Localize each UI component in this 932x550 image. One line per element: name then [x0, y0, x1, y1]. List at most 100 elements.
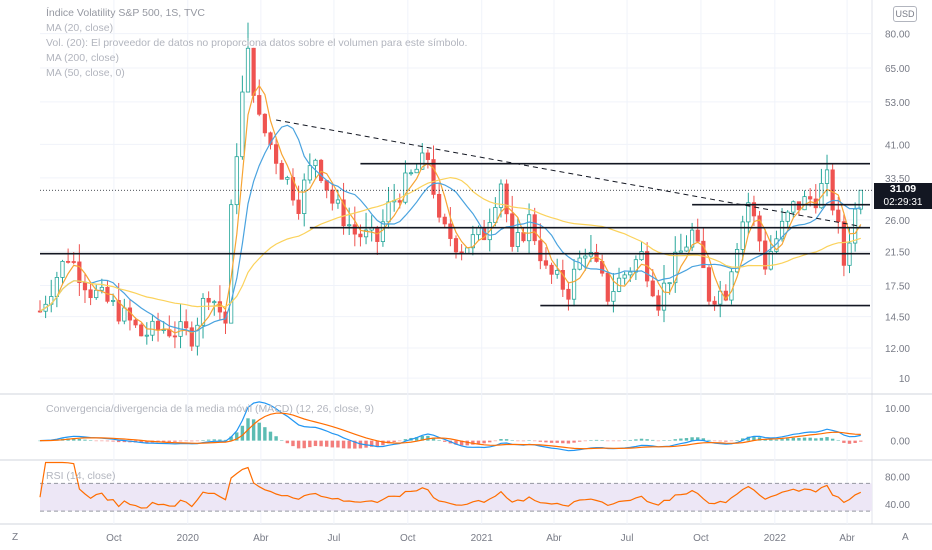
- candle-up: [853, 208, 858, 244]
- macd-histogram-bar: [325, 440, 329, 447]
- log-scale-toggle[interactable]: Z: [12, 532, 19, 543]
- candle-up: [555, 270, 560, 275]
- candle-up: [470, 234, 475, 249]
- macd-histogram-bar: [268, 431, 273, 441]
- macd-histogram-bar: [398, 440, 402, 442]
- candle-up: [785, 211, 790, 222]
- ma50-legend[interactable]: MA (50, close, 0): [46, 67, 125, 79]
- candle-up: [94, 289, 99, 299]
- macd-histogram-bar: [403, 439, 408, 441]
- macd-histogram-bar: [375, 440, 379, 447]
- macd-line: [39, 401, 861, 452]
- time-tick-label: Jul: [328, 533, 341, 544]
- macd-histogram-bar: [814, 438, 818, 441]
- macd-histogram-bar: [459, 440, 464, 446]
- candle-down: [268, 132, 273, 146]
- candle-down: [538, 240, 543, 262]
- candle-down: [442, 216, 447, 225]
- macd-histogram-bar: [330, 440, 335, 448]
- bar-countdown: 02:29:31: [874, 196, 932, 210]
- time-tick-label: 2022: [764, 533, 787, 544]
- candle-down: [549, 264, 554, 275]
- macd-histogram-bar: [465, 440, 469, 446]
- macd-histogram-bar: [819, 437, 824, 441]
- candle-up: [386, 201, 391, 223]
- macd-histogram-bar: [746, 436, 751, 441]
- candle-down: [296, 199, 301, 214]
- candle-down: [712, 300, 717, 305]
- symbol-title[interactable]: Índice Volatility S&P 500, 1S, TVC: [46, 7, 205, 19]
- candle-down: [504, 183, 509, 215]
- macd-histogram-bar: [594, 439, 599, 441]
- macd-histogram-bar: [802, 437, 807, 441]
- macd-histogram-bar: [690, 437, 694, 441]
- candle-up: [99, 286, 104, 291]
- macd-histogram-bar: [122, 440, 127, 443]
- candle-up: [690, 229, 695, 248]
- macd-histogram-bar: [308, 440, 312, 448]
- macd-histogram-bar: [853, 440, 857, 443]
- macd-legend[interactable]: Convergencia/divergencia de la media móv…: [46, 403, 374, 415]
- macd-histogram-bar: [167, 440, 171, 442]
- macd-histogram-bar: [780, 439, 784, 441]
- macd-histogram-bar: [510, 440, 514, 441]
- price-tick-label: 17.50: [885, 281, 910, 292]
- macd-histogram-bar: [785, 438, 790, 441]
- macd-histogram-bar: [285, 440, 290, 444]
- macd-histogram-bar: [544, 440, 548, 443]
- macd-histogram-bar: [72, 438, 76, 441]
- macd-histogram-bar: [521, 440, 526, 442]
- auto-scale-toggle[interactable]: A: [902, 532, 909, 543]
- macd-histogram-bar: [291, 440, 295, 447]
- macd-histogram-bar: [443, 440, 447, 442]
- macd-histogram-bar: [88, 440, 93, 441]
- candle-down: [763, 240, 768, 270]
- candle-down: [262, 113, 267, 134]
- macd-histogram-bar: [735, 440, 739, 441]
- ma20-line: [39, 84, 862, 334]
- currency-badge[interactable]: USD: [893, 6, 917, 22]
- macd-histogram-bar: [94, 440, 98, 442]
- macd-histogram-bar: [302, 440, 306, 449]
- macd-histogram-bar: [257, 422, 261, 441]
- ma200-legend[interactable]: MA (200, close): [46, 52, 119, 64]
- rsi-legend[interactable]: RSI (14, close): [46, 470, 116, 482]
- macd-histogram-bar: [476, 440, 481, 444]
- macd-histogram-bar: [639, 438, 644, 441]
- candle-down: [88, 289, 93, 299]
- candle-down: [453, 238, 459, 253]
- candle-up: [408, 172, 414, 175]
- candle-up: [639, 251, 644, 261]
- candle-up: [802, 196, 807, 211]
- candle-up: [122, 307, 127, 322]
- macd-histogram-bar: [600, 440, 604, 441]
- price-tick-label: 10: [899, 374, 911, 385]
- macd-histogram-bar: [589, 440, 593, 441]
- candle-up: [335, 199, 341, 204]
- ma20-legend[interactable]: MA (20, close): [46, 22, 114, 34]
- price-tick-label: 53.00: [885, 98, 910, 109]
- macd-histogram-bar: [628, 439, 632, 441]
- candle-down: [650, 280, 655, 297]
- volume-legend[interactable]: Vol. (20): El proveedor de datos no prop…: [46, 37, 468, 49]
- candle-up: [493, 207, 498, 223]
- candle-down: [695, 229, 700, 242]
- macd-histogram-bar: [662, 440, 666, 441]
- candle-up: [661, 282, 667, 311]
- macd-histogram-bar: [701, 438, 706, 441]
- macd-histogram-bar: [679, 438, 683, 441]
- candle-up: [240, 91, 245, 158]
- candle-up: [110, 300, 116, 302]
- macd-histogram-bar: [117, 440, 121, 443]
- time-tick-label: Abr: [546, 533, 562, 544]
- macd-histogram-bar: [741, 438, 745, 441]
- candle-down: [352, 224, 357, 235]
- candle-down: [184, 321, 189, 329]
- macd-histogram-bar: [611, 440, 616, 442]
- rsi-tick-label: 80.00: [885, 472, 910, 483]
- candle-up: [729, 271, 734, 301]
- macd-histogram-bar: [566, 440, 571, 444]
